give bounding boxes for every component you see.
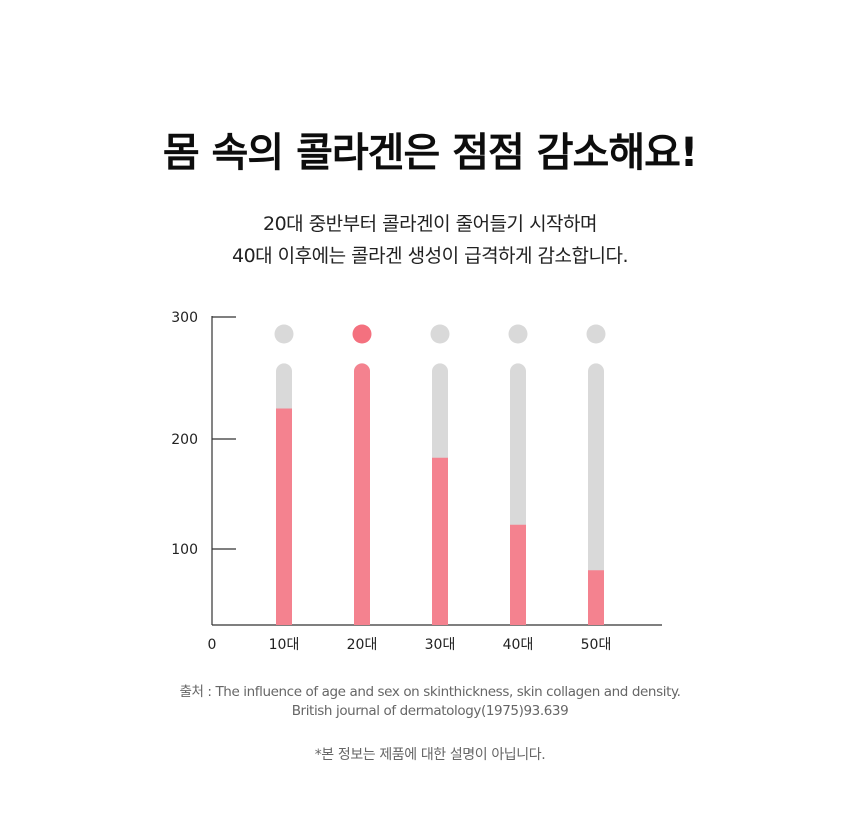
bar-value (588, 570, 604, 625)
source-citation: 출처 : The influence of age and sex on ski… (0, 683, 860, 721)
bar-track (588, 363, 604, 625)
bar-value (432, 457, 448, 625)
x-tick-label: 50대 (581, 637, 612, 653)
source-line-2: British journal of dermatology(1975)93.6… (291, 703, 569, 719)
page-title: 몸 속의 콜라겐은 점점 감소해요! (162, 130, 698, 176)
bar-value (354, 363, 370, 625)
x-tick-label: 40대 (503, 637, 534, 653)
bar-value (276, 408, 292, 625)
subtitle-line-2: 40대 이후에는 콜라겐 생성이 급격하게 감소합니다. (231, 245, 629, 267)
bar-indicator-dot (430, 324, 450, 344)
bar-indicator-dot (508, 324, 528, 344)
collagen-bar-chart: 300 200 100 0 10대 20대 30대 40대 50대 (171, 310, 662, 653)
chart-bars (274, 324, 606, 625)
y-tick-label: 100 (171, 542, 198, 558)
x-tick-label: 30대 (425, 637, 456, 653)
subtitle: 20대 중반부터 콜라겐이 줄어들기 시작하며 40대 이후에는 콜라겐 생성이… (0, 208, 860, 272)
y-tick-label: 300 (171, 310, 198, 326)
y-tick-label: 0 (208, 637, 217, 653)
chart-labels: 300 200 100 0 10대 20대 30대 40대 50대 (171, 310, 611, 653)
bar-indicator-dot (274, 324, 294, 344)
y-tick-label: 200 (171, 432, 198, 448)
source-line-1: 출처 : The influence of age and sex on ski… (179, 684, 681, 700)
bar-value (510, 524, 526, 625)
subtitle-line-1: 20대 중반부터 콜라겐이 줄어들기 시작하며 (263, 213, 598, 235)
bar-indicator-dot (586, 324, 606, 344)
x-tick-label: 20대 (347, 637, 378, 653)
x-tick-label: 10대 (269, 637, 300, 653)
disclaimer: *본 정보는 제품에 대한 설명이 아닙니다. (314, 747, 546, 763)
bar-indicator-dot (352, 324, 372, 344)
